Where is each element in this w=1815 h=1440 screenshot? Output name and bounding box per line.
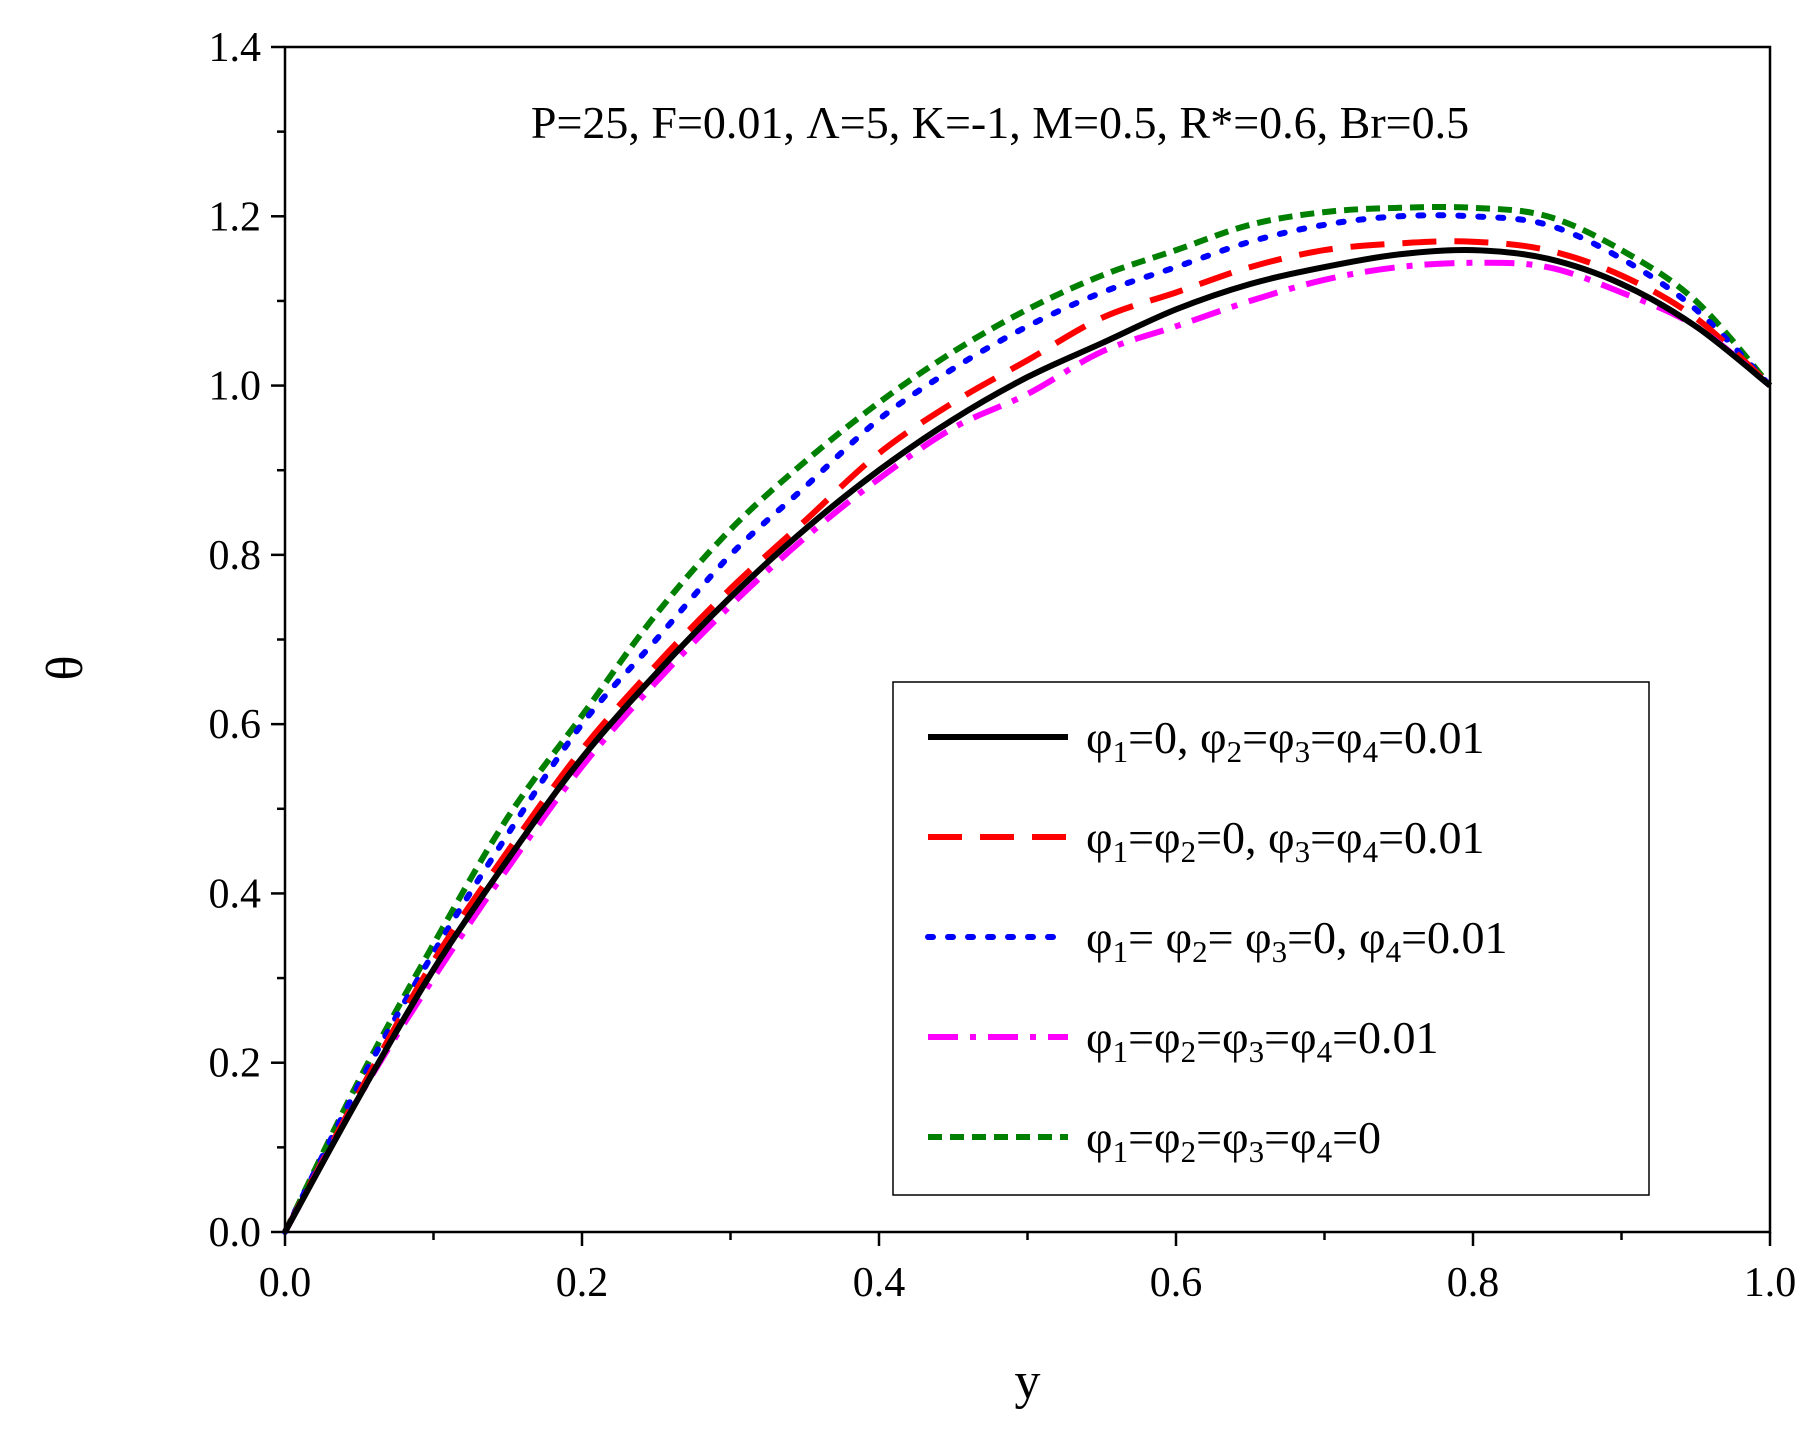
x-tick-label: 0.6 [1150,1260,1203,1306]
y-axis-label: θ [37,656,94,681]
legend-label-2: φ1=φ2=0, φ3=φ4=0.01 [1086,812,1485,869]
legend-label-1: φ1=0, φ2=φ3=φ4=0.01 [1086,712,1485,769]
series-line-2 [282,238,1773,1234]
y-tick-label: 0.0 [209,1210,262,1256]
x-tick-label: 0.4 [853,1260,906,1306]
legend-label-4: φ1=φ2=φ3=φ4=0.01 [1086,1012,1439,1069]
x-tick-label: 0.0 [259,1260,312,1306]
ticks-layer: 0.0 0.2 0.4 0.6 0.8 1.0 0.0 0.2 0.4 0.6 0.8 1.0 1.2 1… [209,25,1797,1306]
x-tick-label: 0.8 [1447,1260,1500,1306]
legend-label-5: φ1=φ2=φ3=φ4=0 [1086,1112,1381,1169]
series-line-4 [282,259,1772,1234]
y-tick-label: 0.2 [209,1041,262,1087]
series-layer [282,203,1773,1235]
y-tick-label: 1.4 [209,25,262,71]
y-tick-label: 0.8 [209,533,262,579]
series-line-5 [282,203,1773,1234]
y-tick-label: 1.2 [209,194,262,240]
y-tick-label: 1.0 [209,364,262,410]
x-tick-label: 1.0 [1744,1260,1797,1306]
legend: φ1=0, φ2=φ3=φ4=0.01 φ1=φ2=0, φ3=φ4=0.01 φ1… [892,681,1650,1196]
x-tick-label: 0.2 [556,1260,609,1306]
x-axis-label: y [1015,1353,1041,1410]
parameter-annotation: P=25, F=0.01, Λ=5, K=-1, M=0.5, R*=0.6, … [531,97,1469,148]
y-tick-label: 0.6 [209,702,262,748]
y-tick-label: 0.4 [209,871,262,917]
series-line-3 [282,212,1773,1235]
legend-box [892,681,1650,1196]
series-line-1 [282,246,1772,1234]
legend-label-3: φ1= φ2= φ3=0, φ4=0.01 [1086,912,1508,969]
